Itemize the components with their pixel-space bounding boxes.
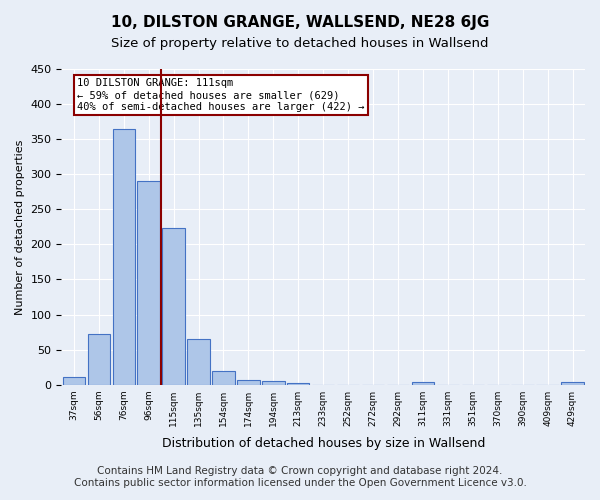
Bar (62, 377, 85, 384)
Text: 10 DILSTON GRANGE: 111sqm
← 59% of detached houses are smaller (629)
40% of semi: 10 DILSTON GRANGE: 111sqm ← 59% of detac… (77, 78, 365, 112)
Bar (187, 339, 210, 384)
Bar (137, 180, 160, 384)
Text: Contains HM Land Registry data © Crown copyright and database right 2024.
Contai: Contains HM Land Registry data © Crown c… (74, 466, 526, 487)
Bar (262, 381, 284, 384)
Bar (88, 334, 110, 384)
Bar (113, 130, 135, 384)
Bar (412, 382, 434, 384)
X-axis label: Distribution of detached houses by size in Wallsend: Distribution of detached houses by size … (161, 437, 485, 450)
Y-axis label: Number of detached properties: Number of detached properties (15, 139, 25, 314)
Bar (287, 383, 310, 384)
Bar (562, 382, 584, 384)
Text: Size of property relative to detached houses in Wallsend: Size of property relative to detached ho… (111, 38, 489, 51)
Bar (163, 228, 185, 384)
Bar (212, 370, 235, 384)
Text: 10, DILSTON GRANGE, WALLSEND, NE28 6JG: 10, DILSTON GRANGE, WALLSEND, NE28 6JG (111, 15, 489, 30)
Bar (237, 380, 260, 384)
